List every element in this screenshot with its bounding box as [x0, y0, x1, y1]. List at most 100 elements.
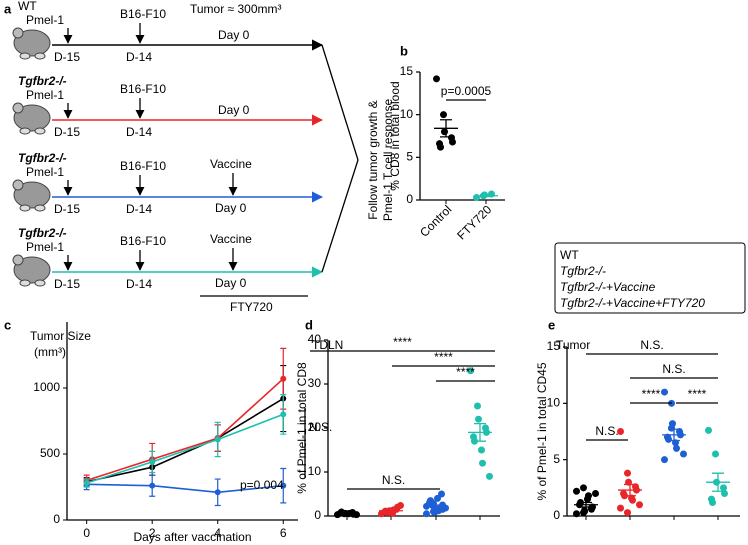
- panel-label: e: [548, 317, 555, 332]
- x-tick-label: 0: [83, 526, 90, 540]
- mouse-icon: [13, 29, 51, 57]
- day-label: D-14: [126, 50, 152, 64]
- vaccine-label: Vaccine: [210, 232, 252, 246]
- tumor-label: B16-F10: [120, 82, 166, 96]
- point: [149, 458, 156, 465]
- annotation: N.S.: [309, 420, 332, 434]
- genotype: Tgfbr2-/-: [18, 151, 67, 165]
- annotation: ****: [393, 335, 412, 349]
- day-label: D-15: [54, 50, 80, 64]
- day-label: Day 0: [215, 276, 247, 290]
- cell-label: Pmel-1: [26, 13, 64, 27]
- dot: [580, 484, 587, 492]
- error-bar: [668, 428, 680, 442]
- x-axis-label: Days after vaccination: [133, 530, 251, 544]
- y-axis-label: % of Pmel-1 in total CD45: [535, 362, 549, 500]
- dot: [573, 487, 580, 495]
- mouse-icon: [13, 181, 51, 209]
- legend-entry: Tgfbr2-/-+Vaccine+FTY720: [560, 296, 705, 310]
- mouse-foot: [19, 52, 31, 60]
- mouse-foot: [34, 52, 46, 60]
- dot: [680, 450, 687, 458]
- treatment-label: FTY720: [230, 300, 273, 314]
- y-tick-label: 10: [547, 396, 561, 410]
- series-line: [86, 413, 284, 484]
- dot: [486, 472, 493, 480]
- y-tick-label: 10: [400, 107, 414, 121]
- dot: [475, 415, 482, 423]
- x-tick-label: 2: [149, 526, 156, 540]
- day-label: Day 0: [215, 201, 247, 215]
- cell-label: Pmel-1: [26, 165, 64, 179]
- dot: [581, 507, 588, 515]
- mouse-ear: [12, 179, 24, 191]
- converge-line: [321, 44, 359, 161]
- day-label: D-14: [126, 202, 152, 216]
- dot: [473, 193, 480, 201]
- y-tick-label: 40: [308, 332, 322, 346]
- genotype: Tgfbr2-/-: [18, 74, 67, 88]
- dot: [479, 459, 486, 467]
- error-bar: [385, 509, 397, 513]
- dot: [441, 128, 448, 136]
- day-label: D-15: [54, 277, 80, 291]
- tumor-label: B16-F10: [120, 159, 166, 173]
- dot: [673, 444, 680, 452]
- mouse-icon: [13, 104, 51, 132]
- y-tick-label: 0: [406, 192, 413, 206]
- y-tick-label: 30: [308, 376, 322, 390]
- mouse-foot: [19, 204, 31, 212]
- dot: [431, 508, 438, 516]
- mouse-foot: [19, 127, 31, 135]
- dot: [588, 504, 595, 512]
- mouse-icon: [13, 256, 51, 284]
- point: [214, 489, 221, 496]
- dot: [438, 490, 445, 498]
- point: [83, 480, 90, 487]
- y-tick-label: 15: [400, 64, 414, 78]
- y-tick-label: 5: [553, 452, 560, 466]
- annotation: ****: [642, 387, 661, 401]
- mouse-foot: [34, 204, 46, 212]
- legend-entry: WT: [560, 248, 579, 262]
- x-tick-label: FTY720: [454, 202, 494, 242]
- annotation: p=0.004: [240, 478, 284, 492]
- error-bar: [430, 504, 442, 509]
- y-tick-label: 10: [308, 464, 322, 478]
- point: [149, 482, 156, 489]
- dot: [585, 492, 592, 500]
- readout: Pmel-1 T cell response: [381, 99, 395, 222]
- dot: [440, 111, 447, 119]
- readout: Follow tumor growth &: [366, 100, 380, 219]
- annotation: ****: [688, 387, 707, 401]
- panel-label: b: [400, 43, 408, 58]
- dot: [661, 456, 668, 464]
- dot: [353, 511, 360, 519]
- panel-label: a: [4, 1, 12, 16]
- dot: [437, 143, 444, 151]
- converge-line: [321, 159, 359, 273]
- series-line: [86, 397, 284, 483]
- point: [280, 375, 287, 382]
- day-label: D-15: [54, 125, 80, 139]
- dot: [624, 469, 631, 477]
- dot: [573, 510, 580, 518]
- dot: [624, 509, 631, 517]
- mouse-foot: [34, 127, 46, 135]
- y-tick-label: 1000: [33, 380, 60, 394]
- y-tick-label: 5: [406, 150, 413, 164]
- annotation: N.S.: [382, 473, 405, 487]
- tumor-label: B16-F10: [120, 7, 166, 21]
- annotation: p=0.0005: [441, 84, 492, 98]
- dot: [720, 484, 727, 492]
- chart-title: Tumor Size: [30, 329, 91, 343]
- dot: [449, 138, 456, 146]
- dot: [592, 489, 599, 497]
- vaccine-label: Vaccine: [210, 157, 252, 171]
- x-tick-label: Control: [417, 202, 454, 239]
- error-bar: [341, 512, 353, 515]
- dot: [617, 504, 624, 512]
- annotation: N.S.: [595, 424, 618, 438]
- y-axis-label: % CD8 in total blood: [388, 81, 402, 190]
- annotation: N.S.: [640, 338, 663, 352]
